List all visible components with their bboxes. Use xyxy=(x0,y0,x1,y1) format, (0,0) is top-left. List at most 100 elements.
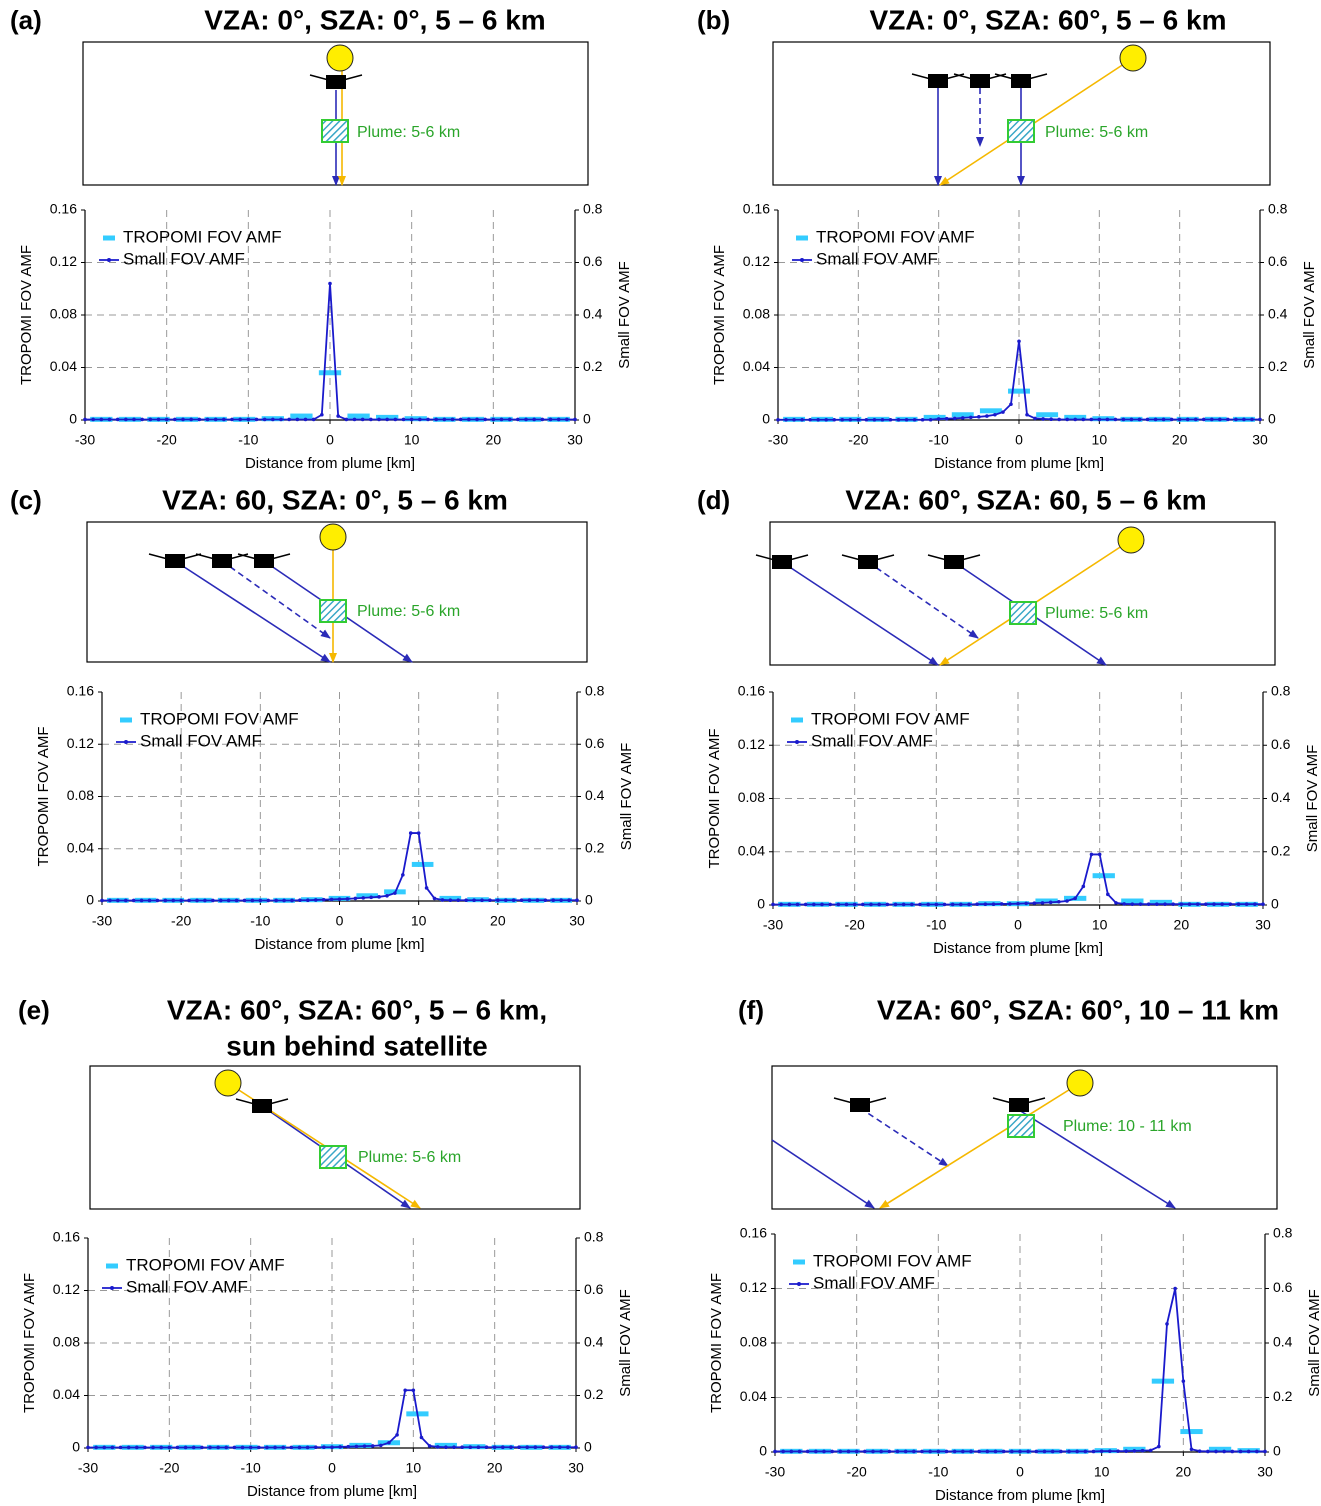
y2-tick-label: 0.6 xyxy=(1268,253,1288,269)
point-marker xyxy=(559,898,563,903)
panel-label: (a) xyxy=(10,5,42,35)
point-marker xyxy=(1073,896,1077,901)
legend-swatch xyxy=(800,258,804,262)
y2-tick-label: 0.8 xyxy=(1273,1225,1293,1241)
point-marker xyxy=(1008,902,1012,906)
y-tick-label: 0.12 xyxy=(50,253,77,269)
point-marker xyxy=(491,417,496,422)
x-tick-label: 0 xyxy=(1016,1464,1024,1480)
point-marker xyxy=(1145,417,1150,422)
point-marker xyxy=(893,902,898,907)
y2-tick-label: 0 xyxy=(1268,411,1276,427)
point-marker xyxy=(950,902,955,907)
satellite-icon xyxy=(944,555,964,569)
point-marker xyxy=(516,417,520,422)
x-tick-label: -20 xyxy=(845,917,865,933)
point-marker xyxy=(321,897,326,902)
point-marker xyxy=(336,414,340,418)
point-marker xyxy=(1258,417,1262,422)
y-axis-label: TROPOMI FOV AMF xyxy=(18,245,35,385)
point-marker xyxy=(556,417,561,422)
point-marker xyxy=(1065,899,1069,903)
y2-axis-label: Small FOV AMF xyxy=(617,1289,634,1397)
y2-axis-label: Small FOV AMF xyxy=(616,261,633,369)
point-marker xyxy=(369,417,373,422)
legend-swatch xyxy=(791,717,803,723)
point-marker xyxy=(871,1449,875,1454)
y2-axis-label: Small FOV AMF xyxy=(1304,745,1321,853)
point-marker xyxy=(224,1445,229,1450)
y-tick-label: 0.12 xyxy=(67,735,94,751)
point-marker xyxy=(126,1445,131,1450)
x-tick-label: -10 xyxy=(929,432,949,448)
x-tick-label: 0 xyxy=(336,913,344,929)
legend-label: TROPOMI FOV AMF xyxy=(816,227,975,246)
point-marker xyxy=(232,1445,237,1450)
point-marker xyxy=(395,1433,399,1437)
point-marker xyxy=(287,417,291,422)
point-marker xyxy=(1179,902,1184,907)
x-tick-label: 30 xyxy=(1252,432,1268,448)
y-tick-label: 0.04 xyxy=(743,358,770,374)
point-marker xyxy=(1018,1449,1022,1454)
point-marker xyxy=(273,1445,277,1450)
point-marker xyxy=(1242,417,1246,422)
point-marker xyxy=(904,417,909,422)
point-marker xyxy=(525,1445,529,1450)
point-marker xyxy=(159,1445,163,1450)
y2-tick-label: 0.6 xyxy=(1273,1279,1293,1295)
point-marker xyxy=(999,902,1004,906)
point-marker xyxy=(346,1444,351,1449)
chart-title: VZA: 60°, SZA: 60°, 5 – 6 km, xyxy=(167,994,547,1025)
point-marker xyxy=(548,417,553,422)
point-marker xyxy=(1024,901,1028,906)
point-marker xyxy=(942,902,947,907)
point-marker xyxy=(483,417,487,422)
point-marker xyxy=(1157,1444,1161,1449)
point-marker xyxy=(1238,1449,1243,1454)
satellite-icon xyxy=(970,74,990,88)
chart-title: sun behind satellite xyxy=(226,1030,487,1061)
fov-bar xyxy=(349,1442,372,1448)
point-marker xyxy=(387,1440,391,1445)
point-marker xyxy=(832,417,837,422)
point-marker xyxy=(532,417,536,422)
y-tick-label: 0 xyxy=(86,892,94,908)
point-marker xyxy=(888,417,893,422)
point-marker xyxy=(824,417,828,422)
point-marker xyxy=(936,1449,941,1454)
y2-tick-label: 0.2 xyxy=(584,1386,604,1402)
point-marker xyxy=(230,417,234,422)
point-marker xyxy=(1026,1449,1030,1454)
fov-bar xyxy=(439,895,462,901)
point-marker xyxy=(993,1449,998,1454)
point-marker xyxy=(969,415,973,420)
geometry-box xyxy=(771,1065,1278,1210)
chart-title: VZA: 60°, SZA: 60, 5 – 6 km xyxy=(845,484,1206,515)
point-marker xyxy=(1195,902,1200,907)
ray xyxy=(867,561,979,639)
point-marker xyxy=(854,1449,859,1454)
point-marker xyxy=(1042,1449,1047,1454)
point-marker xyxy=(926,902,930,907)
fov-bar xyxy=(951,412,974,418)
fov-bar xyxy=(1064,414,1087,420)
point-marker xyxy=(1097,852,1102,857)
point-marker xyxy=(1244,902,1249,907)
point-marker xyxy=(543,898,548,903)
point-marker xyxy=(967,902,971,907)
point-marker xyxy=(1146,902,1151,907)
y-tick-label: 0 xyxy=(757,896,765,912)
point-marker xyxy=(1033,416,1037,421)
plume-box xyxy=(1007,119,1035,143)
point-marker xyxy=(1075,1449,1079,1454)
point-marker xyxy=(195,898,199,903)
point-marker xyxy=(773,1449,777,1454)
point-marker xyxy=(173,417,177,422)
point-marker xyxy=(985,1449,990,1454)
point-marker xyxy=(1099,1449,1104,1453)
point-marker xyxy=(271,417,275,422)
point-marker xyxy=(116,898,120,903)
point-marker xyxy=(944,416,949,421)
point-marker xyxy=(920,417,925,422)
